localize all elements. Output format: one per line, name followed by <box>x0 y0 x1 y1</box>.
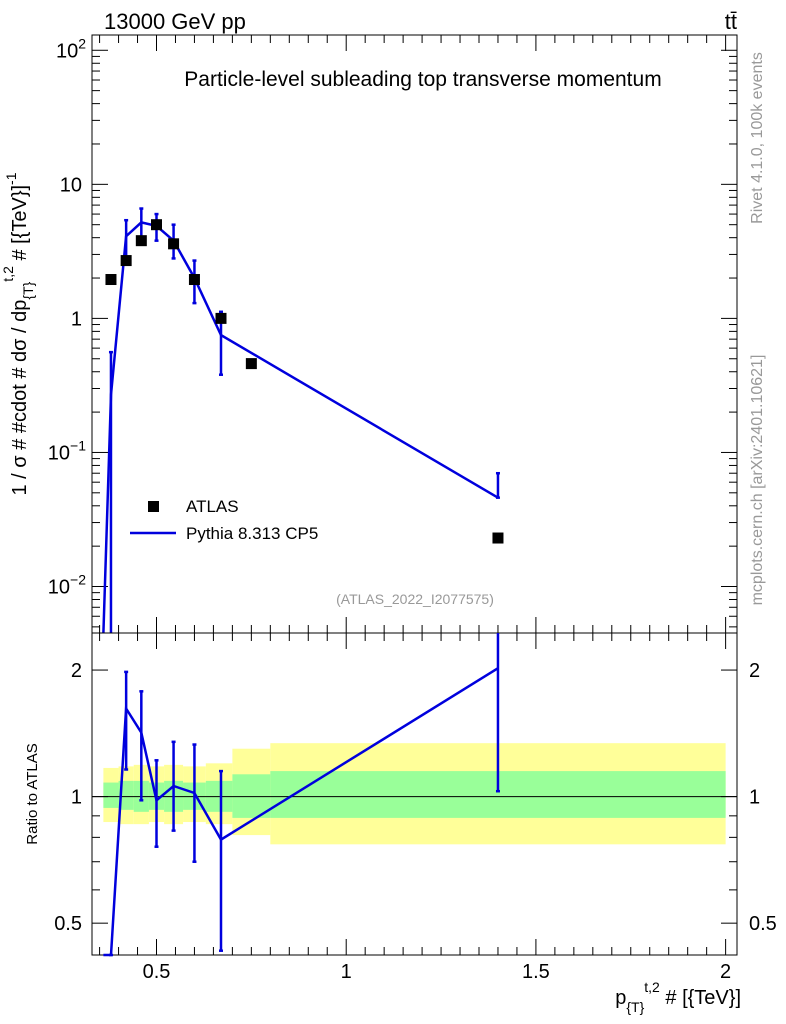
ratio-panel: 0.5 0.5 1 1 2 2 0.5 1 1.5 2 Ratio to ATLAS p{T}t… <box>24 632 777 1015</box>
mcplots-label: mcplots.cern.ch [arXiv:2401.10621] <box>749 355 766 606</box>
ratio-y-tick-label-left: 0.5 <box>54 913 82 935</box>
y-axis-label: 1 / σ # #cdot # dσ / dp{T}t,2 # [{TeV}]-… <box>0 172 36 495</box>
ratio-y-tick-label-left: 1 <box>71 787 82 809</box>
process-label: tt̄ <box>725 9 737 34</box>
x-tick-label: 1 <box>341 961 352 983</box>
ratio-y-ticks <box>92 669 737 924</box>
legend: ATLAS Pythia 8.313 CP5 <box>130 497 318 543</box>
ratio-pythia-line <box>103 667 499 957</box>
atlas-data-point <box>135 235 147 247</box>
rivet-version-label: Rivet 4.1.0, 100k events <box>749 52 766 224</box>
ratio-y-tick-label-left: 2 <box>71 660 82 682</box>
atlas-data-point <box>492 532 504 544</box>
atlas-data-point <box>168 238 180 250</box>
main-panel-frame <box>91 34 738 634</box>
atlas-markers <box>105 219 504 544</box>
ratio-panel-frame <box>91 632 738 956</box>
main-y-tick-label: 1 <box>71 308 82 330</box>
green-band <box>103 782 119 808</box>
x-tick-label: 2 <box>720 961 731 983</box>
atlas-data-point <box>245 358 257 370</box>
atlas-data-point <box>120 255 132 267</box>
main-y-tick-labels: 10−2 10−1 1 10 102 <box>48 35 86 598</box>
ratio-y-tick-label-right: 0.5 <box>749 913 777 935</box>
ratio-y-axis-label: Ratio to ATLAS <box>24 743 41 844</box>
legend-pythia-label: Pythia 8.313 CP5 <box>186 524 318 543</box>
pythia-line <box>102 221 499 634</box>
atlas-data-point <box>105 274 117 286</box>
main-x-ticks <box>99 35 727 633</box>
ratio-y-tick-labels: 0.5 0.5 1 1 2 2 <box>54 660 777 935</box>
atlas-data-point <box>151 219 162 231</box>
x-tick-label: 1.5 <box>522 961 550 983</box>
atlas-data-point <box>188 274 200 286</box>
collision-energy-label: 13000 GeV pp <box>104 9 246 34</box>
uncertainty-bands <box>103 743 726 845</box>
x-tick-label: 0.5 <box>143 961 171 983</box>
main-y-tick-label: 10−1 <box>48 437 86 464</box>
ratio-error-bars <box>108 633 500 957</box>
main-y-tick-label: 102 <box>56 35 86 62</box>
ratio-y-tick-label-right: 2 <box>749 660 760 682</box>
x-axis-ticks <box>99 633 727 955</box>
main-y-tick-label: 10 <box>60 174 82 196</box>
analysis-watermark: (ATLAS_2022_I2077575) <box>336 591 494 607</box>
main-panel: 10−2 10−1 1 10 102 Particle-level subleading… <box>0 34 738 634</box>
legend-atlas-label: ATLAS <box>186 497 239 516</box>
x-axis-label: p{T}t,2 # [{TeV}] <box>615 979 741 1015</box>
atlas-data-point <box>215 312 227 324</box>
ratio-y-tick-label-right: 1 <box>749 787 760 809</box>
x-axis-tick-labels: 0.5 1 1.5 2 <box>143 961 732 983</box>
legend-atlas-marker <box>148 501 159 512</box>
main-y-ticks <box>92 49 737 628</box>
main-y-tick-label: 10−2 <box>48 572 86 599</box>
chart-title: Particle-level subleading top transverse… <box>184 68 661 91</box>
pythia-error-bars <box>108 207 500 633</box>
green-band <box>232 774 271 818</box>
